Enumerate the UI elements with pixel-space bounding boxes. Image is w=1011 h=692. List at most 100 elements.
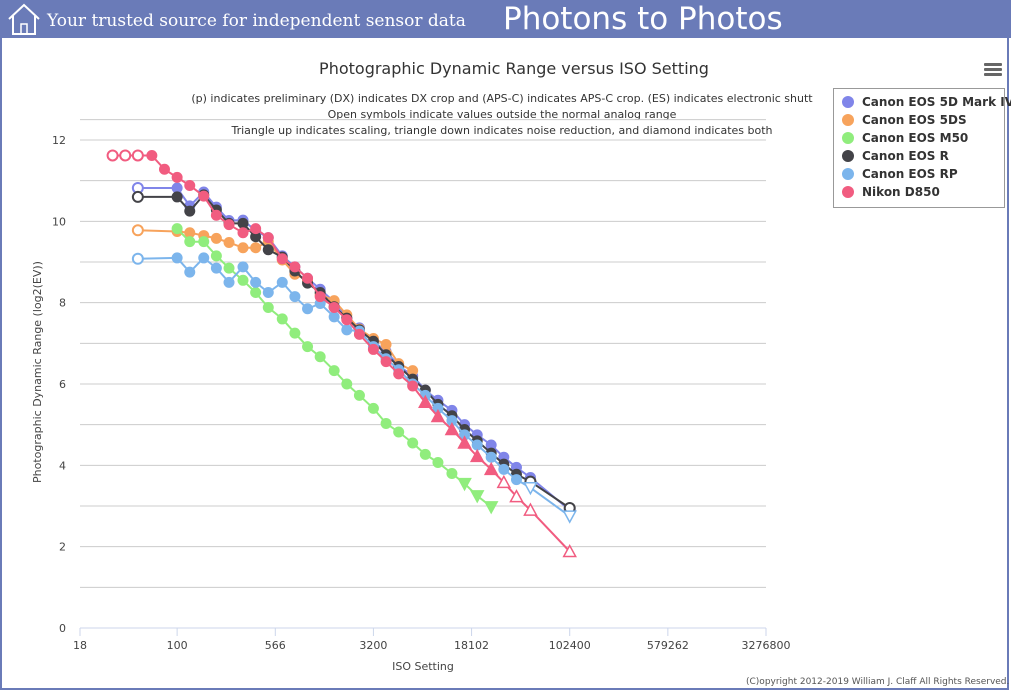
y-tick-label: 12 xyxy=(52,134,66,147)
data-point xyxy=(471,439,483,451)
y-tick-label: 2 xyxy=(59,541,66,554)
legend-item[interactable]: Canon EOS RP xyxy=(842,165,1004,183)
data-point xyxy=(419,448,431,460)
legend-label: Canon EOS 5D Mark IV xyxy=(862,95,1011,109)
data-point xyxy=(250,223,262,235)
y-tick-label: 10 xyxy=(52,215,66,228)
data-point xyxy=(131,190,144,203)
legend-item[interactable]: Nikon D850 xyxy=(842,183,1004,201)
legend-item[interactable]: Canon EOS 5DS xyxy=(842,111,1004,129)
data-point xyxy=(250,276,262,288)
data-point xyxy=(523,481,538,496)
data-point xyxy=(131,252,144,265)
data-point xyxy=(314,351,326,363)
data-point xyxy=(328,311,340,323)
data-point xyxy=(380,417,392,429)
data-point xyxy=(262,232,274,244)
data-point xyxy=(328,302,340,314)
data-point xyxy=(302,272,314,284)
chart-subtitle-line: Open symbols indicate values outside the… xyxy=(328,108,677,121)
data-point xyxy=(393,426,405,438)
data-point xyxy=(171,252,183,264)
data-point xyxy=(158,163,170,175)
data-point xyxy=(250,287,262,298)
data-point xyxy=(237,274,249,286)
data-point xyxy=(562,543,577,558)
data-point xyxy=(237,227,249,239)
data-point xyxy=(223,219,235,231)
series-canon-eos-m50 xyxy=(171,223,499,515)
data-point xyxy=(510,474,522,486)
data-point xyxy=(302,303,314,315)
data-point xyxy=(430,408,446,423)
data-point xyxy=(210,209,222,221)
data-point xyxy=(509,489,524,503)
data-point xyxy=(198,190,210,202)
data-point xyxy=(210,232,222,244)
data-point xyxy=(237,217,249,229)
x-tick-label: 18102 xyxy=(454,639,489,652)
data-point xyxy=(119,149,132,162)
x-tick-label: 566 xyxy=(265,639,286,652)
legend-label: Canon EOS 5DS xyxy=(862,113,967,127)
data-point xyxy=(353,328,365,340)
data-point xyxy=(407,380,419,392)
x-tick-label: 3200 xyxy=(359,639,387,652)
data-point xyxy=(223,276,235,288)
data-point xyxy=(457,435,472,449)
x-tick-label: 3276800 xyxy=(742,639,791,652)
copyright-text: (C)opyright 2012-2019 William J. Claff A… xyxy=(746,677,1010,687)
content-frame xyxy=(0,38,1009,690)
data-point xyxy=(198,252,210,264)
data-point xyxy=(380,356,392,368)
legend-item[interactable]: Canon EOS R xyxy=(842,147,1004,165)
data-point xyxy=(446,467,458,479)
data-point xyxy=(262,244,274,256)
data-point xyxy=(562,510,577,524)
data-point xyxy=(262,287,274,298)
data-point xyxy=(210,250,222,262)
data-point xyxy=(131,149,144,162)
chart-subtitle-line: (p) indicates preliminary (DX) indicates… xyxy=(191,92,813,105)
series-canon-eos-rp xyxy=(131,252,577,524)
y-tick-label: 8 xyxy=(59,297,66,310)
chart-title: Photographic Dynamic Range versus ISO Se… xyxy=(319,59,709,78)
site-brand[interactable]: Photons to Photos xyxy=(503,1,783,37)
y-axis-label: Photographic Dynamic Range (log2(EV)) xyxy=(31,261,44,483)
data-point xyxy=(184,266,196,278)
data-point xyxy=(276,276,288,288)
legend-marker xyxy=(842,150,854,162)
y-tick-label: 0 xyxy=(59,622,66,635)
legend-label: Canon EOS RP xyxy=(862,167,958,181)
legend-item[interactable]: Canon EOS M50 xyxy=(842,129,1004,147)
data-point xyxy=(523,502,538,516)
series-line xyxy=(112,154,571,553)
hamburger-menu-icon[interactable] xyxy=(984,63,1002,77)
data-point xyxy=(289,291,301,303)
data-point xyxy=(106,149,119,162)
header-bar: Your trusted source for independent sens… xyxy=(0,0,1011,38)
series-nikon-d850 xyxy=(106,149,577,558)
data-point xyxy=(171,191,183,203)
legend-item[interactable]: Canon EOS 5D Mark IV xyxy=(842,93,1011,111)
legend-marker xyxy=(842,96,854,108)
data-point xyxy=(146,149,158,161)
y-tick-label: 4 xyxy=(59,459,66,472)
data-point xyxy=(184,236,196,248)
data-point xyxy=(171,171,183,183)
data-point xyxy=(223,262,235,274)
data-point xyxy=(289,261,301,273)
data-point xyxy=(237,261,249,273)
home-icon[interactable] xyxy=(6,2,42,36)
data-point xyxy=(483,461,499,476)
site-tagline: Your trusted source for independent sens… xyxy=(47,11,466,31)
data-point xyxy=(210,262,222,274)
data-point xyxy=(457,477,472,492)
data-point xyxy=(341,314,353,326)
y-tick-label: 6 xyxy=(59,378,66,391)
data-point xyxy=(341,378,353,390)
data-point xyxy=(432,456,444,468)
data-point xyxy=(328,365,340,377)
data-point xyxy=(223,236,235,248)
